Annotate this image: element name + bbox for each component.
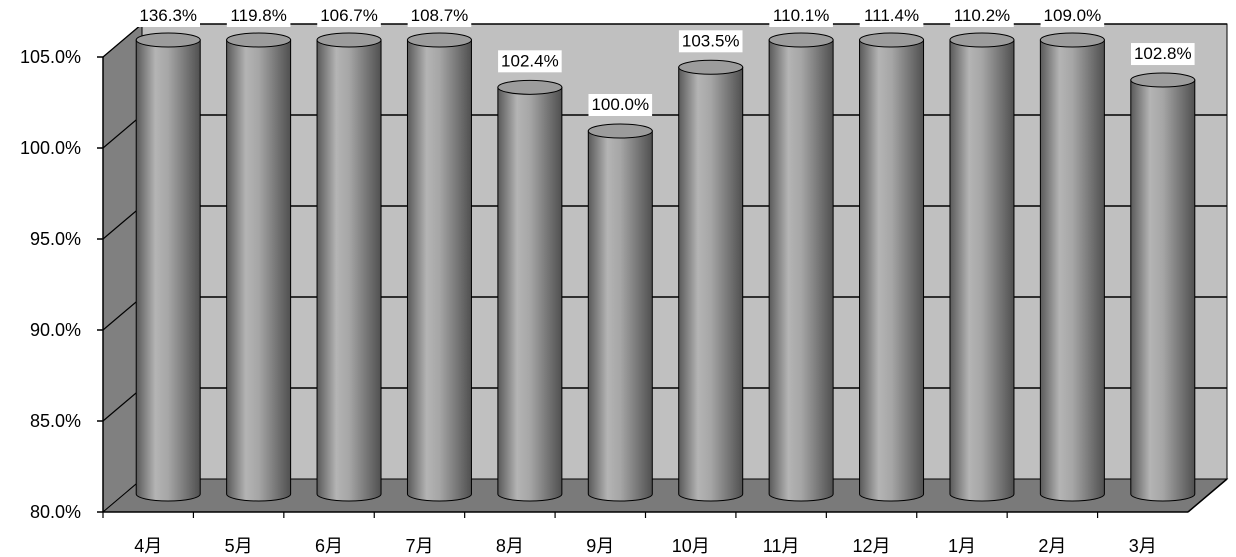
bar [226,32,292,502]
bar-body [859,39,925,502]
bar [1130,72,1196,502]
data-label: 110.1% [773,6,829,25]
bar-body [949,39,1015,502]
x-tick-label: 4月 [134,536,162,556]
data-label: 102.8% [1134,44,1192,63]
bar [497,79,563,502]
bar-body [316,39,382,502]
data-label-bg [859,5,924,27]
bar [678,59,744,502]
data-label: 119.8% [230,6,286,25]
x-axis: 4月 5月 6月 7月 8月 9月 10月 11月 12月 1月 2月 3月 [102,478,1228,556]
data-label-bg [136,5,201,27]
bar [135,32,201,502]
bar-top [678,59,744,75]
data-label: 108.7% [411,6,469,25]
x-tick-label: 1月 [948,536,976,556]
bar [587,123,653,502]
bar-top [859,32,925,48]
data-label: 103.5% [682,31,740,50]
data-label-bg [1040,5,1105,27]
x-tick-label: 3月 [1129,536,1157,556]
bar-body [497,86,563,502]
data-label: 111.4% [864,6,919,25]
y-tick-label: 105.0% [20,47,81,67]
bar [949,32,1015,502]
data-label: 106.7% [320,6,378,25]
bar-body [678,66,744,502]
data-label-bg [950,5,1014,27]
bar-top [949,32,1015,48]
data-label: 110.2% [954,6,1010,25]
data-label-bg [226,5,291,27]
gridline-side [102,205,143,240]
bar-body [768,39,834,502]
y-tick-label: 80.0% [30,502,81,522]
data-label-bg [1130,43,1195,66]
y-tick-label: 85.0% [30,411,81,431]
x-tick-label: 9月 [586,536,614,556]
bar-top [768,32,834,48]
x-tick-label: 2月 [1038,536,1066,556]
bar-top [1130,72,1196,88]
y-tick-label: 100.0% [20,138,81,158]
bar-body [587,130,653,502]
bar-top [406,32,472,48]
y-axis: 80.0% 85.0% 90.0% 95.0% 100.0% 105.0% [20,47,104,522]
data-label-bg [317,5,381,27]
bar-top [226,32,292,48]
data-labels: 136.3% 119.8% 106.7% 108.7% 102.4% 100.0% 103.… [136,5,1195,116]
x-tick-label: 5月 [225,536,253,556]
data-label: 100.0% [591,95,649,114]
bar-top [587,123,653,139]
data-label-bg [769,5,833,27]
gridline-side [102,114,143,149]
bar-top [135,32,201,48]
data-label: 102.4% [501,51,559,70]
bar [768,32,834,502]
x-tick-label: 6月 [315,536,343,556]
y-tick-label: 90.0% [30,320,81,340]
x-tick-label: 11月 [763,536,800,556]
bar-top [1039,32,1105,48]
gridline-side [102,296,143,331]
bar [1039,32,1105,502]
bar-body [226,39,292,502]
y-tick-label: 95.0% [30,229,81,249]
bar-body [1039,39,1105,502]
data-label: 136.3% [139,6,197,25]
bar [316,32,382,502]
data-label-bg [498,50,562,73]
data-label-bg [678,30,743,53]
bar-body [135,39,201,502]
bars [135,32,1196,502]
data-label-bg [407,5,472,27]
bar-body [406,39,472,502]
x-tick-label: 7月 [405,536,433,556]
gridline-side [102,387,143,422]
data-label-bg [588,94,653,116]
gridline-side [102,23,143,58]
x-tick-label: 10月 [672,536,710,556]
data-label: 109.0% [1044,6,1102,25]
x-tick-label: 12月 [853,536,891,556]
bar [859,32,925,502]
bar-body [1130,79,1196,502]
x-axis-depth [1187,478,1228,513]
bar [406,32,472,502]
bar-top [316,32,382,48]
bar-top [497,79,563,95]
x-tick-label: 8月 [496,536,524,556]
